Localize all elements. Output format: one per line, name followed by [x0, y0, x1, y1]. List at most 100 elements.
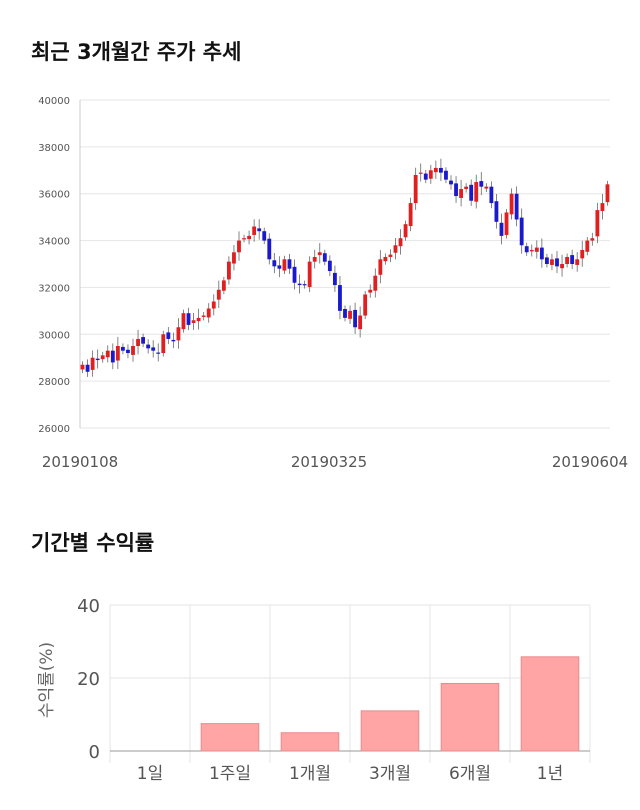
candle — [287, 253, 292, 274]
candle-body — [423, 173, 428, 180]
candle-body — [565, 256, 570, 264]
candle-x-axis: 20190108 20190325 20190604 — [42, 453, 628, 471]
candle — [438, 158, 443, 182]
candle — [211, 294, 216, 316]
candle — [565, 253, 570, 268]
candle-body — [529, 249, 534, 252]
candle-body — [282, 259, 287, 271]
candle — [166, 327, 171, 345]
candle-body — [161, 334, 166, 354]
candle — [332, 265, 337, 292]
return-bar — [440, 682, 500, 752]
candle-x-tick-label: 20190108 — [42, 453, 118, 471]
candle-body — [201, 315, 206, 317]
bar-y-axis: 0 20 40 — [77, 596, 100, 763]
candle-body — [343, 308, 347, 318]
return-bar — [520, 656, 580, 752]
candle-body — [156, 352, 161, 354]
candle — [95, 349, 100, 369]
candle — [605, 180, 610, 206]
candle-y-tick-label: 36000 — [38, 190, 70, 201]
candle-body — [252, 226, 257, 235]
candle-body — [176, 327, 181, 341]
candle — [423, 170, 428, 184]
candle — [489, 181, 494, 209]
candle — [544, 253, 549, 268]
candle-body — [126, 349, 130, 354]
candle-body — [438, 167, 443, 173]
candle-body — [373, 275, 378, 291]
candle-body — [110, 350, 115, 363]
candle — [464, 183, 469, 193]
candle — [206, 303, 211, 323]
candle — [504, 208, 509, 239]
candle-body — [489, 186, 494, 204]
candle-body — [494, 201, 499, 222]
candle — [302, 280, 307, 289]
candle-body — [418, 172, 423, 174]
candle-body — [560, 264, 564, 269]
candle-body — [226, 261, 231, 280]
candle — [418, 163, 423, 182]
candle — [80, 361, 85, 373]
candle — [529, 244, 534, 257]
candle — [146, 339, 151, 354]
candle-body — [348, 310, 352, 319]
candle — [176, 318, 181, 349]
candle — [469, 179, 474, 206]
return-bar — [280, 732, 340, 752]
candle-body — [216, 289, 221, 300]
return-bar — [360, 710, 420, 752]
candle-body — [302, 284, 307, 286]
candle — [252, 219, 257, 242]
candle-y-tick-label: 40000 — [38, 96, 70, 107]
candle — [126, 344, 130, 359]
candle-body — [186, 313, 191, 325]
candle — [262, 227, 267, 245]
bar-x-axis: 1일 1주일 1개월 3개월 6개월 1년 — [137, 764, 563, 784]
candle-body — [519, 217, 524, 246]
candle-body — [514, 193, 519, 220]
candle — [590, 232, 595, 246]
candle-body — [317, 252, 322, 256]
candle-body — [166, 332, 171, 339]
candle-body — [141, 337, 146, 344]
candle — [191, 312, 196, 330]
candle — [338, 275, 342, 320]
candle — [242, 234, 246, 243]
candle-body — [191, 320, 196, 324]
candle — [555, 251, 559, 274]
candle — [90, 350, 95, 377]
candle — [277, 256, 282, 278]
candle-body — [247, 235, 252, 240]
candle-body — [136, 338, 140, 346]
candle — [156, 343, 161, 362]
candle — [307, 256, 312, 293]
candle-body — [338, 285, 342, 311]
candle — [171, 332, 176, 349]
candle — [282, 255, 287, 275]
candle-series — [80, 158, 610, 377]
candle — [292, 259, 297, 290]
candle-y-axis: 26000 28000 30000 32000 34000 36000 38000 40000 — [38, 96, 70, 435]
candle — [196, 308, 201, 330]
candle — [312, 249, 317, 269]
candle — [393, 237, 398, 260]
candle — [383, 253, 388, 265]
candle — [201, 312, 206, 321]
candle-body — [332, 272, 337, 286]
candle-body — [242, 238, 246, 240]
candle — [499, 213, 504, 245]
candle-body — [171, 339, 176, 342]
candle — [216, 280, 221, 309]
candle — [115, 336, 120, 369]
candle — [444, 167, 448, 184]
candle — [459, 179, 464, 207]
candle — [322, 249, 327, 266]
candle-body — [363, 294, 368, 316]
candle-body — [327, 260, 332, 272]
candle — [479, 171, 484, 196]
candle-body — [590, 238, 595, 241]
candle — [595, 202, 600, 244]
bar-x-tick-label: 6개월 — [449, 764, 491, 784]
